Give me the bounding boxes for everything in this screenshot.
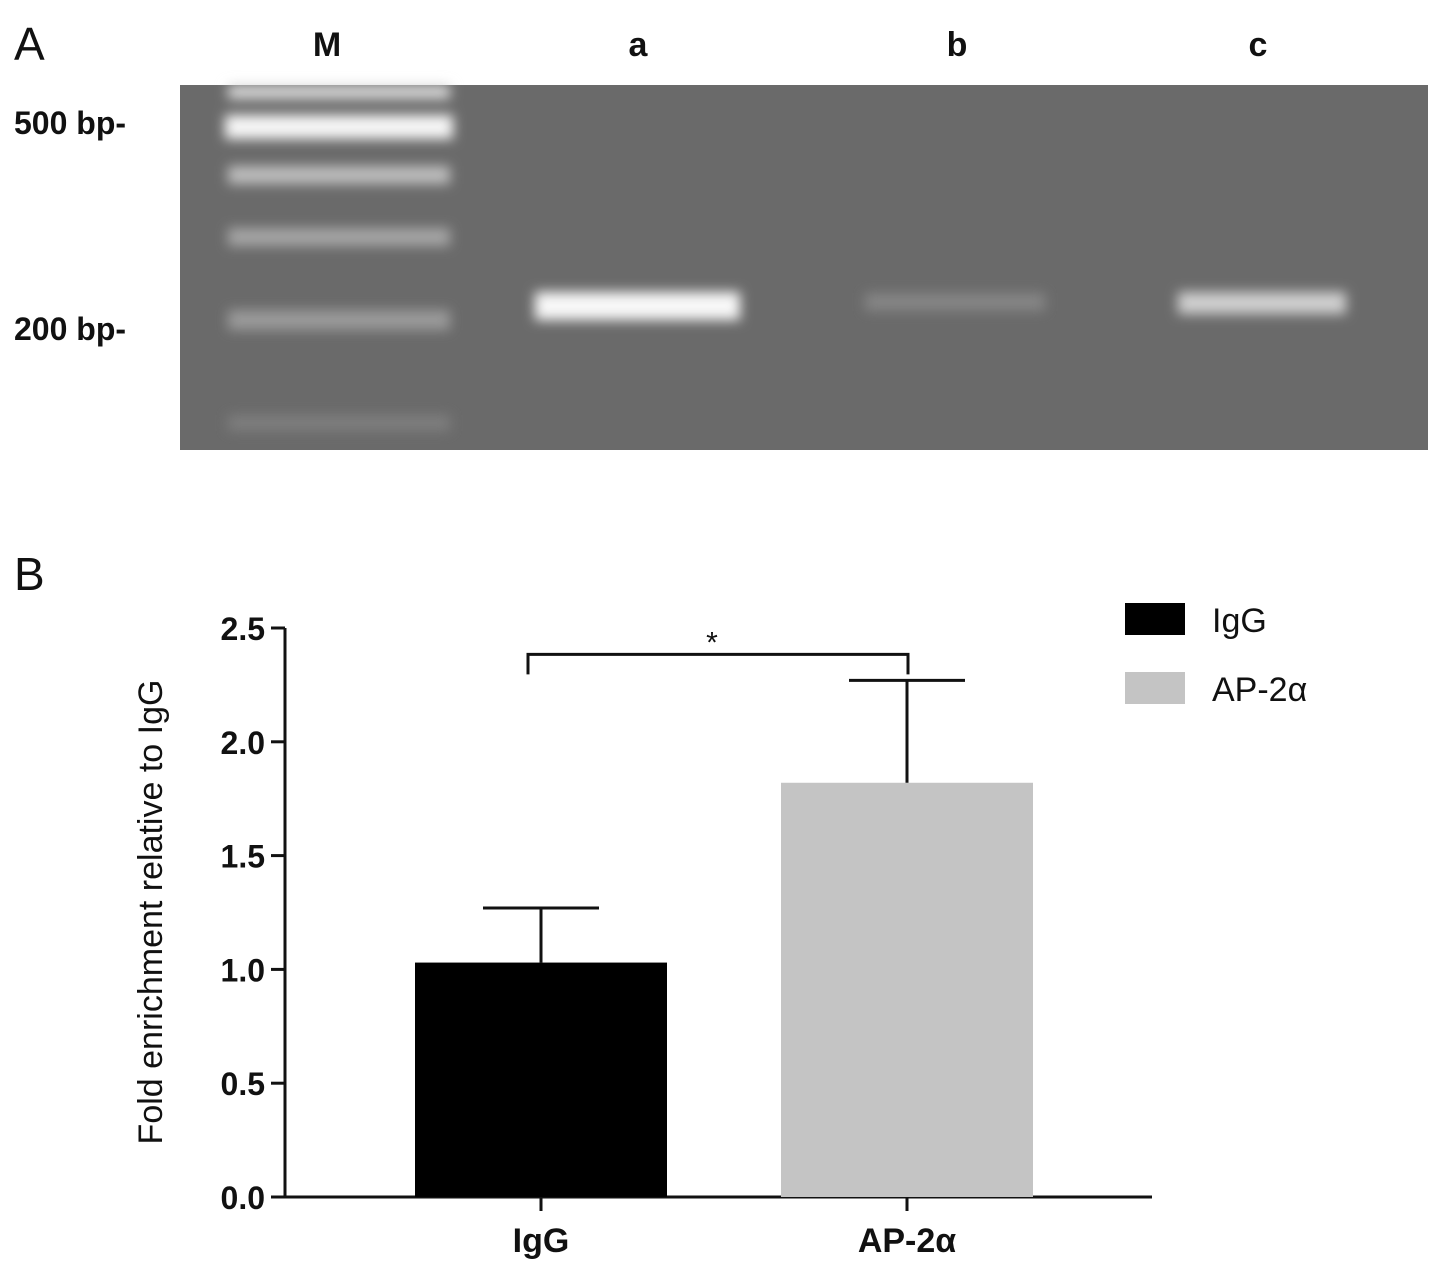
gel — [180, 85, 1428, 450]
marker-label: 200 bp- — [14, 311, 126, 347]
annotation: * — [706, 626, 718, 659]
legend-label: IgG — [1212, 602, 1267, 640]
legend-swatch — [1125, 603, 1185, 635]
x-tick-label: AP-2α — [858, 1222, 956, 1260]
y-tick-label: 0.0 — [221, 1180, 265, 1216]
significance-bracket — [526, 652, 910, 675]
lane-label: a — [629, 26, 649, 64]
panel-label: B — [14, 548, 45, 600]
legend-swatch — [1125, 672, 1185, 704]
bar — [781, 782, 1033, 1197]
y-tick-label: 2.0 — [221, 725, 265, 761]
gel-bands — [225, 85, 1346, 431]
panel-label: A — [14, 18, 45, 70]
error-bar — [483, 906, 599, 963]
bar — [415, 962, 667, 1197]
y-tick-label: 1.5 — [221, 839, 265, 875]
y-tick-label: 1.0 — [221, 952, 265, 988]
x-tick-label: IgG — [513, 1222, 570, 1260]
y-tick-label: 0.5 — [221, 1066, 265, 1102]
gel-background — [180, 85, 1428, 450]
lane-label: b — [947, 26, 968, 64]
y-tick-label: 2.5 — [221, 611, 265, 647]
legend-label: AP-2α — [1212, 671, 1307, 709]
y-axis-label: Fold enrichment relative to IgG — [132, 680, 170, 1145]
lane-label: c — [1249, 26, 1268, 64]
marker-label: 500 bp- — [14, 105, 126, 141]
lane-label: M — [313, 26, 341, 64]
error-bar — [849, 678, 965, 783]
